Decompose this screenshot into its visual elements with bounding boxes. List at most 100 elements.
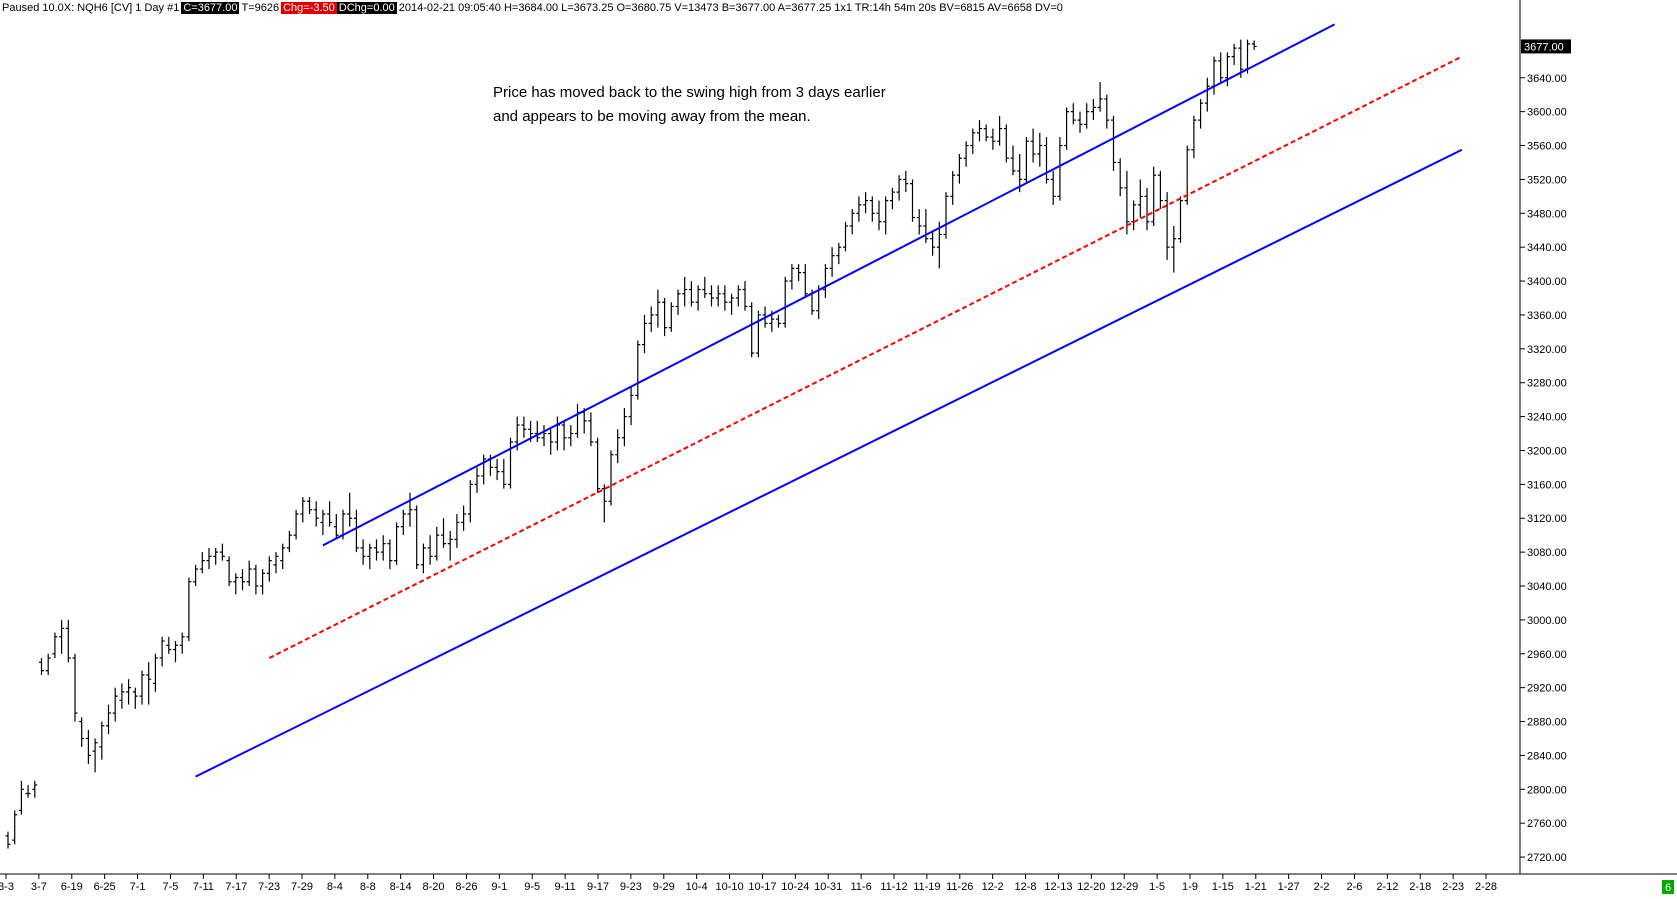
ohlc-bar <box>300 497 306 523</box>
x-tick-label: 2-6 <box>1346 881 1362 893</box>
ohlc-bar <box>407 492 413 527</box>
ohlc-bar <box>447 530 453 561</box>
ohlc-bars <box>5 39 1257 849</box>
ohlc-bar <box>776 314 781 328</box>
date-axis: 3-3 3-7 6-19 6-25 7-1 7-5 7-11 7-17 7-23 7-29 8-4 8… <box>0 874 1497 893</box>
ohlc-bar <box>601 484 607 523</box>
x-tick-label: 10-31 <box>814 881 842 893</box>
ohlc-bar <box>233 573 239 595</box>
ohlc-bar <box>280 543 286 570</box>
ohlc-bar <box>796 264 802 282</box>
y-tick-label: 3320.00 <box>1527 344 1567 356</box>
ohlc-bar <box>461 505 467 531</box>
ohlc-bar <box>434 526 440 561</box>
x-tick-label: 6-25 <box>94 881 116 893</box>
ohlc-bar <box>983 124 989 142</box>
ticks-text: T=9626 <box>241 2 280 14</box>
ohlc-bar <box>52 632 58 658</box>
ohlc-bar <box>943 192 949 239</box>
ohlc-bar <box>822 264 828 298</box>
ohlc-bar <box>843 221 848 252</box>
x-tick-label: 1-15 <box>1212 881 1234 893</box>
ohlc-bar <box>501 458 507 489</box>
change-badge: Chg=-3.50 <box>281 2 337 14</box>
ohlc-bar <box>668 302 674 332</box>
y-tick-label: 3000.00 <box>1527 615 1567 627</box>
ohlc-bar <box>896 175 902 201</box>
ohlc-bar <box>5 831 11 849</box>
last-price-text: 3677.00 <box>1524 41 1564 53</box>
ohlc-bar <box>836 242 842 265</box>
x-tick-label: 9-17 <box>587 881 609 893</box>
ohlc-bar <box>561 420 567 451</box>
x-tick-label: 9-1 <box>491 881 507 893</box>
ohlc-bar <box>387 539 393 570</box>
price-axis: 2720.00 2760.00 2800.00 2840.00 2880.00 2920.… <box>1520 73 1567 864</box>
ohlc-bar <box>374 539 379 561</box>
ohlc-bar <box>293 509 299 540</box>
ohlc-bar <box>655 289 661 328</box>
ohlc-bar <box>400 509 406 536</box>
quote-info: 2014-02-21 09:05:40 H=3684.00 L=3673.25 … <box>398 2 1063 14</box>
ohlc-bar <box>273 552 279 574</box>
ohlc-bar <box>1037 132 1043 167</box>
ohlc-bar <box>1003 124 1009 163</box>
ohlc-bar <box>1137 179 1143 218</box>
ohlc-bar <box>1191 115 1197 159</box>
ohlc-bar <box>146 662 152 705</box>
ohlc-bar <box>474 467 480 493</box>
x-tick-label: 7-17 <box>225 881 247 893</box>
ohlc-bar <box>106 704 111 735</box>
ohlc-bar <box>112 687 118 722</box>
ohlc-bar <box>327 501 333 527</box>
y-tick-label: 2960.00 <box>1527 649 1567 661</box>
corner-badge-text: 6 <box>1665 882 1671 894</box>
y-tick-label: 3080.00 <box>1527 547 1567 559</box>
y-tick-label: 3560.00 <box>1527 141 1567 153</box>
y-tick-label: 2760.00 <box>1527 818 1567 830</box>
ohlc-bar <box>481 454 487 485</box>
x-tick-label: 8-8 <box>360 881 376 893</box>
ohlc-bar <box>1070 103 1076 125</box>
ohlc-bar <box>1198 98 1204 129</box>
ohlc-bar <box>199 552 205 574</box>
ohlc-bar <box>286 530 292 553</box>
trendlines <box>195 23 1463 778</box>
ohlc-bar <box>380 535 386 561</box>
y-tick-label: 3440.00 <box>1527 242 1567 254</box>
ohlc-bar <box>32 780 38 798</box>
ohlc-bar <box>722 285 728 311</box>
ohlc-bar <box>735 285 741 307</box>
ohlc-bar <box>849 209 855 235</box>
ohlc-bar <box>702 276 708 298</box>
ohlc-bar <box>749 302 755 358</box>
ohlc-bar <box>45 653 51 675</box>
ohlc-bar <box>179 632 185 654</box>
ohlc-bar <box>635 340 641 400</box>
ohlc-bar <box>662 298 668 337</box>
status-text: Paused 10.0X: NQH6 [CV] 1 Day #1 <box>2 2 180 14</box>
x-tick-label: 8-4 <box>327 881 343 893</box>
mean-line <box>268 55 1463 659</box>
y-tick-label: 2880.00 <box>1527 717 1567 729</box>
annotation-text: Price has moved back to the swing high f… <box>493 84 886 125</box>
ohlc-bar <box>910 179 915 222</box>
ohlc-bar <box>85 730 91 764</box>
ohlc-bar <box>1124 170 1130 235</box>
ohlc-bar <box>59 619 65 654</box>
x-tick-label: 10-4 <box>686 881 708 893</box>
x-tick-label: 3-3 <box>0 881 14 893</box>
ohlc-bar <box>1164 192 1170 260</box>
x-tick-label: 10-17 <box>748 881 776 893</box>
ohlc-bar <box>25 785 31 798</box>
ohlc-bar <box>621 408 627 447</box>
ohlc-bar <box>1077 111 1083 133</box>
ohlc-bar <box>193 564 199 586</box>
ohlc-bar <box>863 192 869 214</box>
ohlc-bar <box>936 221 942 269</box>
x-tick-label: 1-27 <box>1278 881 1300 893</box>
ohlc-bar <box>394 522 400 565</box>
ohlc-bar <box>420 543 426 574</box>
ohlc-bar <box>903 170 909 193</box>
